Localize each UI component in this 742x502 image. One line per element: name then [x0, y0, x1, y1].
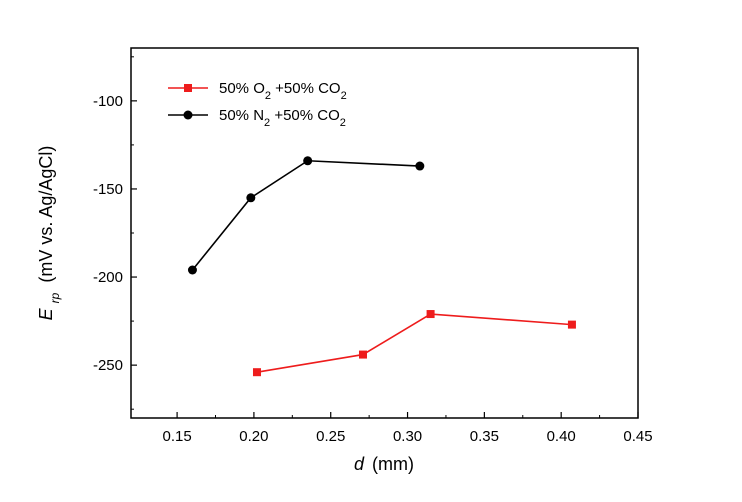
legend-marker-o2	[184, 84, 192, 92]
data-point	[567, 320, 576, 329]
series-line	[191, 159, 420, 271]
y-axis-symbol: E	[36, 307, 56, 320]
x-tick-label: 0.40	[547, 428, 576, 445]
data-point	[426, 310, 435, 319]
data-point	[252, 368, 261, 377]
x-tick-label: 0.15	[162, 428, 191, 445]
series-n2-co2	[187, 156, 425, 275]
series-line	[256, 313, 572, 373]
legend-marker-n2	[183, 110, 193, 120]
plot-frame	[130, 47, 639, 419]
x-axis: 0.15 0.20 0.25 0.30 0.35 0.40 0.45	[162, 412, 653, 445]
legend-item-o2: 50% O2 +50% CO2	[168, 80, 347, 102]
y-tick-label: -100	[93, 93, 123, 110]
series-layer	[187, 156, 576, 377]
x-tick-label: 0.25	[316, 428, 345, 445]
x-axis-title: d (mm)	[354, 454, 414, 474]
y-axis-subscript: rp	[48, 292, 62, 303]
data-point	[415, 161, 425, 171]
legend: 50% O2 +50% CO2 50% N2 +50% CO2	[168, 80, 347, 129]
legend-item-n2: 50% N2 +50% CO2	[168, 107, 346, 129]
series-o2-co2	[252, 310, 576, 377]
x-tick-label: 0.20	[239, 428, 268, 445]
y-tick-label: -250	[93, 357, 123, 374]
x-tick-label: 0.35	[470, 428, 499, 445]
data-point	[246, 193, 256, 203]
data-point	[187, 265, 197, 275]
x-axis-symbol: d	[354, 454, 365, 474]
legend-label-o2: 50% O2 +50% CO2	[219, 80, 347, 102]
data-point	[303, 156, 313, 166]
y-tick-label: -150	[93, 181, 123, 198]
legend-label-n2: 50% N2 +50% CO2	[219, 107, 346, 129]
data-point	[358, 350, 367, 359]
y-axis-unit: (mV vs. Ag/AgCl)	[36, 146, 56, 283]
y-axis: -250 -200 -150 -100	[93, 56, 137, 410]
y-axis-title: E rp (mV vs. Ag/AgCl)	[36, 146, 62, 321]
x-tick-label: 0.30	[393, 428, 422, 445]
y-tick-label: -200	[93, 269, 123, 286]
x-axis-unit: (mm)	[372, 454, 414, 474]
x-tick-label: 0.45	[623, 428, 652, 445]
